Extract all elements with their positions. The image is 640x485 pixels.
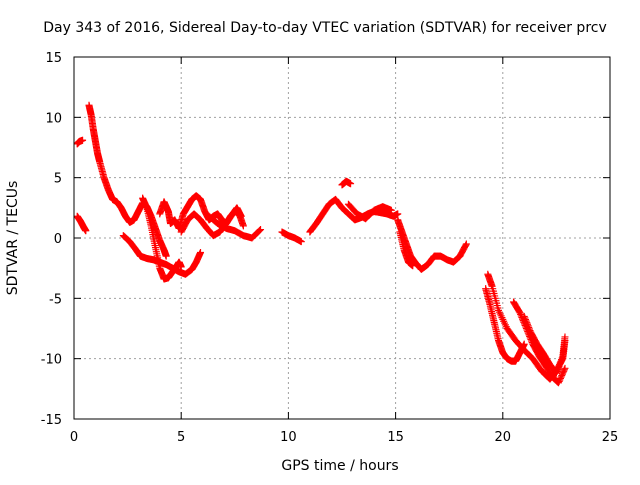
data-point — [162, 252, 170, 260]
data-point — [521, 314, 529, 322]
y-tick-label: 10 — [45, 111, 62, 126]
data-point — [517, 310, 525, 318]
data-point — [525, 325, 533, 333]
data-point — [347, 180, 355, 188]
grid-layer — [74, 57, 610, 419]
data-point — [255, 227, 263, 235]
data-point — [409, 262, 417, 270]
chart-title: Day 343 of 2016, Sidereal Day-to-day VTE… — [43, 20, 607, 36]
data-series — [205, 212, 265, 242]
data-point — [554, 366, 562, 374]
data-point — [557, 357, 565, 365]
data-point — [561, 364, 569, 372]
data-point — [522, 316, 530, 324]
data-series — [139, 194, 185, 283]
y-tick-label: 15 — [45, 51, 62, 66]
data-point — [525, 323, 533, 331]
y-tick-label: -15 — [41, 413, 62, 428]
data-point — [523, 319, 531, 327]
data-point — [558, 354, 566, 362]
data-point — [558, 356, 566, 364]
data-series — [394, 216, 470, 273]
data-series — [520, 312, 569, 377]
data-point — [523, 320, 531, 328]
data-point — [256, 226, 264, 234]
data-point — [553, 367, 561, 375]
data-point — [237, 212, 245, 220]
data-point — [82, 227, 90, 235]
axis-ticks: 0 5 10 15 20 25 -15 -10 -5 0 5 10 15 — [41, 51, 619, 445]
y-tick-label: -10 — [41, 353, 62, 368]
x-tick-label: 0 — [70, 430, 78, 445]
data-point — [196, 248, 204, 256]
x-tick-label: 10 — [280, 430, 297, 445]
data-point — [561, 333, 569, 341]
data-point — [524, 322, 532, 330]
x-tick-label: 25 — [602, 430, 619, 445]
data-point — [556, 361, 564, 369]
data-points — [73, 101, 569, 387]
x-tick-label: 20 — [495, 430, 512, 445]
data-point — [387, 206, 395, 214]
data-point — [462, 241, 470, 249]
x-tick-label: 5 — [177, 430, 185, 445]
data-point — [520, 312, 528, 320]
y-tick-label: 5 — [54, 172, 62, 187]
data-series — [306, 195, 402, 236]
data-point — [239, 222, 247, 230]
y-axis-label: SDTVAR / TECUs — [5, 181, 21, 296]
x-axis-label: GPS time / hours — [281, 458, 398, 474]
data-series — [278, 228, 305, 246]
y-tick-label: -5 — [49, 292, 62, 307]
data-point — [177, 263, 185, 271]
data-point — [522, 317, 530, 325]
data-point — [79, 136, 87, 144]
data-point — [556, 359, 564, 367]
data-point — [554, 364, 562, 372]
data-series — [344, 200, 395, 223]
data-point — [462, 240, 470, 248]
data-series — [396, 228, 417, 270]
y-tick-label: 0 — [54, 232, 62, 247]
x-tick-label: 15 — [387, 430, 404, 445]
data-point — [555, 362, 563, 370]
data-point — [297, 238, 305, 246]
data-point — [560, 366, 568, 374]
data-series — [73, 212, 90, 235]
data-point — [257, 226, 265, 234]
data-series — [177, 204, 245, 240]
data-point — [516, 309, 524, 317]
data-point — [552, 369, 560, 377]
data-point — [394, 210, 402, 218]
data-series — [338, 177, 355, 189]
data-series — [73, 136, 87, 148]
